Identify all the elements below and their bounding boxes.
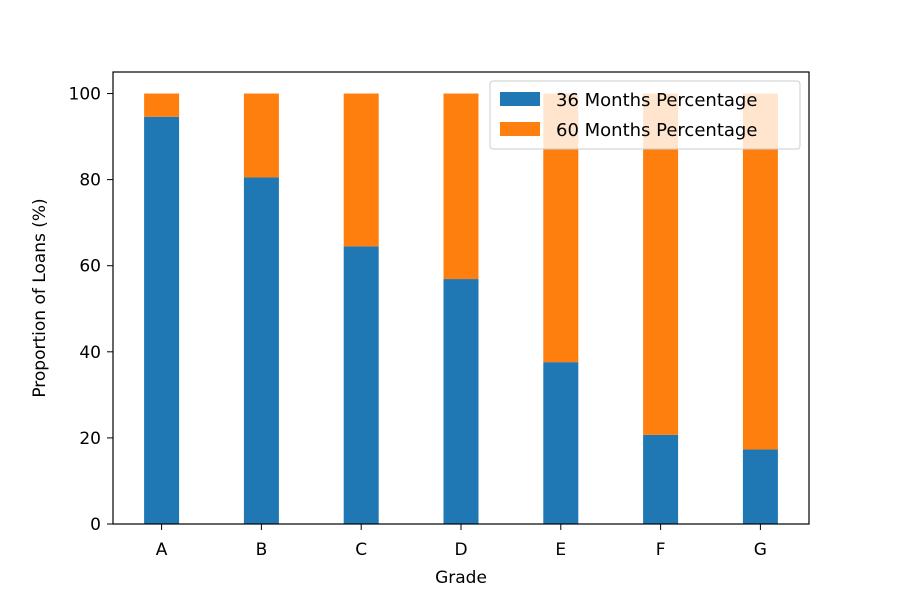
- bar-F-series-1: [643, 434, 679, 524]
- bar-C-series-2: [343, 93, 379, 247]
- bar-G-series-2: [742, 93, 778, 450]
- bar-B-series-2: [243, 93, 279, 178]
- legend-label-2: 60 Months Percentage: [556, 120, 757, 141]
- legend-swatch-2: [500, 122, 540, 136]
- y-tick-label-60: 60: [79, 257, 101, 277]
- y-tick-label-0: 0: [90, 515, 101, 535]
- x-axis: A B C D E F G: [156, 524, 767, 560]
- y-tick-label-100: 100: [69, 85, 101, 105]
- bar-B-series-1: [243, 177, 279, 524]
- legend: 36 Months Percentage 60 Months Percentage: [489, 80, 801, 150]
- y-tick-label-40: 40: [79, 343, 101, 363]
- y-tick-label-80: 80: [79, 171, 101, 191]
- bar-A-series-2: [144, 93, 180, 117]
- y-tick-label-20: 20: [79, 429, 101, 449]
- bar-F-series-2: [643, 93, 679, 435]
- legend-box: [489, 80, 801, 150]
- bar-D-series-2: [443, 93, 479, 280]
- bar-D-series-1: [443, 279, 479, 524]
- x-tick-label-A: A: [156, 540, 168, 560]
- legend-swatch-1: [500, 92, 540, 106]
- x-tick-label-C: C: [355, 540, 367, 560]
- x-tick-label-F: F: [656, 540, 666, 560]
- x-tick-label-B: B: [256, 540, 268, 560]
- bar-E-series-1: [543, 362, 579, 524]
- y-axis-label: Proportion of Loans (%): [30, 198, 50, 397]
- plot-frame: [112, 71, 810, 525]
- bar-A-series-1: [144, 116, 180, 524]
- x-axis-label: Grade: [435, 568, 487, 588]
- x-tick-label-D: D: [454, 540, 467, 560]
- x-tick-label-E: E: [555, 540, 566, 560]
- x-tick-label-G: G: [754, 540, 767, 560]
- bar-G-series-1: [742, 449, 778, 524]
- bars-group: [144, 93, 778, 525]
- y-axis: 0 20 40 60 80 100: [69, 85, 113, 535]
- bar-C-series-1: [343, 246, 379, 525]
- legend-label-1: 36 Months Percentage: [556, 90, 757, 111]
